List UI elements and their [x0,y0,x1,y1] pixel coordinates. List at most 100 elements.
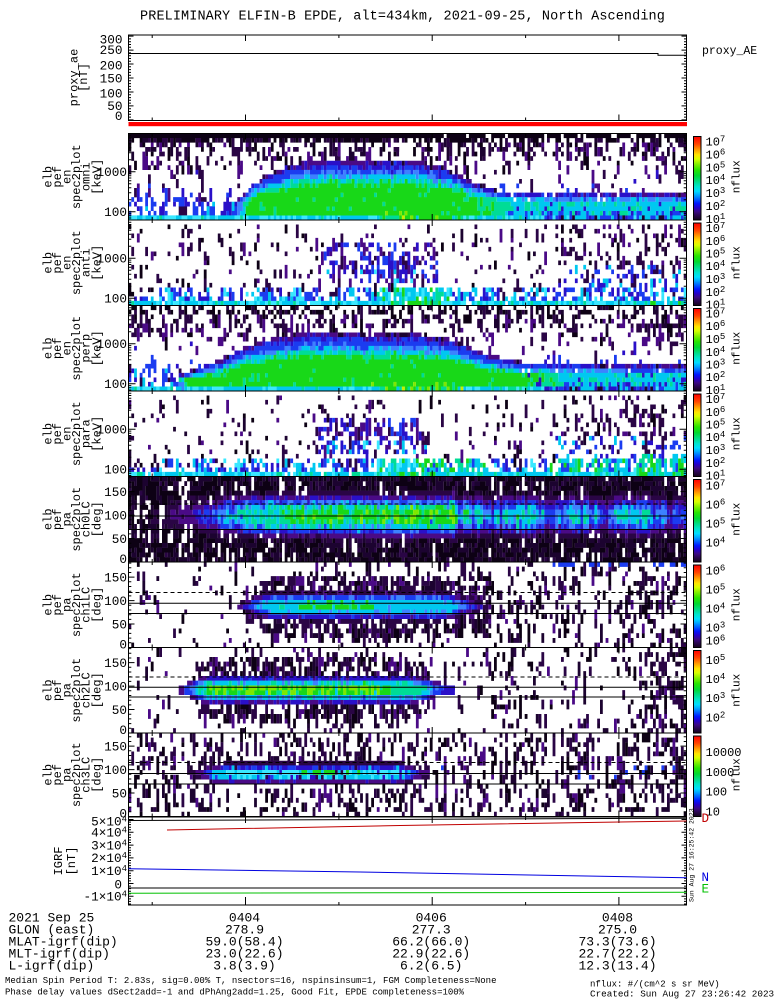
svg-text:150: 150 [104,570,127,585]
svg-text:pef: pef [51,508,65,530]
svg-text:50: 50 [112,786,127,801]
svg-text:100: 100 [104,679,127,694]
svg-text:en: en [61,341,75,355]
svg-text:proxy_ae: proxy_ae [68,49,82,107]
svg-text:50: 50 [112,532,127,547]
svg-text:[keV]: [keV] [90,159,104,195]
svg-text:en: en [61,170,75,184]
svg-text:[deg]: [deg] [90,757,104,793]
svg-text:100: 100 [100,86,123,101]
svg-text:2021 Sep 25: 2021 Sep 25 [9,911,95,926]
svg-text:50: 50 [107,99,122,114]
svg-text:0404: 0404 [229,911,260,926]
svg-text:150: 150 [104,739,127,754]
svg-text:nflux: nflux [732,758,744,791]
svg-text:1000: 1000 [706,766,735,780]
svg-text:0: 0 [119,807,127,822]
svg-text:nflux: nflux [732,160,744,193]
svg-text:3×104: 3×104 [91,838,127,853]
svg-text:pef: pef [51,679,65,701]
svg-text:E: E [702,883,710,897]
svg-text:100: 100 [104,594,127,609]
svg-text:en: en [61,427,75,441]
svg-text:MLT-igrf(dip): MLT-igrf(dip) [9,947,110,962]
svg-text:[deg]: [deg] [90,672,104,708]
svg-text:spec2plot: spec2plot [70,742,84,807]
svg-text:6.2(6.5): 6.2(6.5) [400,959,462,974]
svg-text:278.9: 278.9 [225,923,264,938]
svg-text:elb: elb [42,423,56,445]
svg-text:22.9(22.6): 22.9(22.6) [392,947,470,962]
svg-text:150: 150 [100,72,123,87]
svg-text:73.3(73.6): 73.3(73.6) [578,935,656,950]
svg-text:perp: perp [80,334,94,363]
svg-text:pef: pef [51,594,65,616]
svg-text:Sun Aug 27 16:25:42 2023: Sun Aug 27 16:25:42 2023 [689,808,696,902]
svg-text:4×104: 4×104 [91,826,127,841]
svg-text:elb: elb [42,764,56,786]
svg-text:300: 300 [100,33,123,48]
svg-text:spec2plot: spec2plot [70,401,84,466]
svg-text:pef: pef [51,252,65,274]
svg-text:N: N [702,871,710,885]
svg-text:2×104: 2×104 [91,851,127,866]
svg-text:5×104: 5×104 [91,815,127,830]
svg-text:omni: omni [80,162,94,191]
svg-text:nflux: nflux [732,331,744,364]
svg-text:pa: pa [61,683,75,697]
svg-text:pef: pef [51,166,65,188]
svg-text:150: 150 [104,656,127,671]
svg-text:D: D [702,812,710,826]
svg-text:Created: Sun Aug 27 23:26:42 2: Created: Sun Aug 27 23:26:42 2023 [590,989,774,1000]
svg-text:100: 100 [706,786,728,800]
svg-text:pef: pef [51,423,65,445]
svg-text:ch2LC: ch2LC [80,672,94,708]
svg-text:1×104: 1×104 [91,864,127,879]
svg-text:0: 0 [119,723,127,738]
svg-text:elb: elb [42,508,56,530]
svg-text:10: 10 [706,805,720,819]
svg-text:PRELIMINARY ELFIN-B EPDE, alt=: PRELIMINARY ELFIN-B EPDE, alt=434km, 202… [140,10,665,25]
svg-text:100: 100 [104,377,127,392]
svg-text:50: 50 [112,703,127,718]
svg-text:1000: 1000 [97,337,127,352]
svg-text:100: 100 [104,508,127,523]
svg-text:[nT]: [nT] [77,63,91,92]
svg-text:nflux: nflux [732,417,744,450]
svg-text:100: 100 [104,463,127,478]
svg-text:[deg]: [deg] [90,501,104,537]
svg-text:Median Spin Period T: 2.83s, s: Median Spin Period T: 2.83s, sig=0.00% T… [5,976,496,986]
svg-text:23.0(22.6): 23.0(22.6) [205,947,283,962]
svg-text:ch1LC: ch1LC [80,587,94,623]
svg-text:nflux: nflux [732,502,744,535]
svg-text:100: 100 [104,292,127,307]
svg-text:200: 200 [100,58,123,73]
svg-text:-1×104: -1×104 [84,890,127,905]
svg-text:50: 50 [112,617,127,632]
svg-text:nflux: nflux [732,588,744,621]
svg-text:0: 0 [115,109,123,124]
svg-text:1000: 1000 [97,252,127,267]
svg-text:0: 0 [114,878,122,893]
svg-text:GLON (east): GLON (east) [9,923,95,938]
svg-text:spec2plot: spec2plot [70,316,84,381]
svg-text:nflux: #/(cm^2 s sr MeV): nflux: #/(cm^2 s sr MeV) [590,980,720,990]
svg-text:12.3(13.4): 12.3(13.4) [578,959,656,974]
svg-text:1000: 1000 [97,423,127,438]
svg-text:100: 100 [104,205,127,220]
svg-text:pef: pef [51,764,65,786]
svg-text:59.0(58.4): 59.0(58.4) [205,935,283,950]
svg-text:pef: pef [51,337,65,359]
svg-text:spec2plot: spec2plot [70,487,84,552]
svg-text:spec2plot: spec2plot [70,658,84,723]
svg-text:pa: pa [61,768,75,782]
svg-text:[keV]: [keV] [90,245,104,281]
svg-text:proxy_AE: proxy_AE [702,45,757,58]
svg-text:275.0: 275.0 [598,923,637,938]
svg-text:0: 0 [119,638,127,653]
svg-text:100: 100 [104,763,127,778]
svg-text:anti: anti [80,248,94,277]
svg-text:3.8(3.9): 3.8(3.9) [213,959,275,974]
svg-text:[keV]: [keV] [90,330,104,366]
svg-text:L-igrf(dip): L-igrf(dip) [9,959,95,974]
